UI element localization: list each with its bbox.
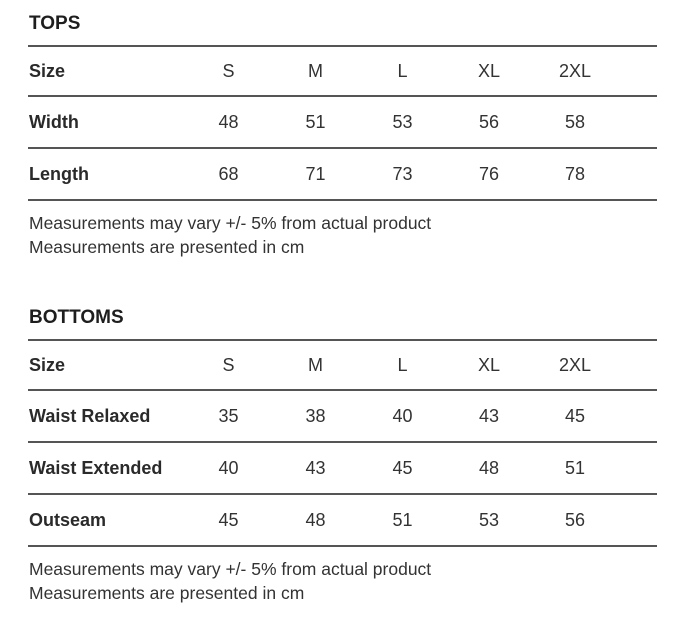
table-cell: 51 xyxy=(272,95,359,148)
note-tolerance: Measurements may vary +/- 5% from actual… xyxy=(29,213,432,233)
header-cell-m: M xyxy=(272,45,359,96)
table-cell: 73 xyxy=(359,147,446,201)
row-label: Waist Relaxed xyxy=(28,389,185,442)
bottoms-size-table: Size S M L XL 2XL Waist Relaxed 35 38 40… xyxy=(28,339,657,547)
tops-size-table: Size S M L XL 2XL Width 48 51 53 56 58 L… xyxy=(28,45,657,201)
table-cell: 43 xyxy=(446,389,532,442)
note-units: Measurements are presented in cm xyxy=(29,237,305,257)
tops-title: TOPS xyxy=(29,13,81,34)
table-cell: 71 xyxy=(272,147,359,201)
table-cell: 45 xyxy=(359,441,446,494)
table-cell: 45 xyxy=(185,493,272,547)
header-cell-xl: XL xyxy=(446,339,532,390)
spacer-cell xyxy=(618,493,657,547)
table-cell: 53 xyxy=(359,95,446,148)
tops-section: TOPS Size S M L XL 2XL Width 48 51 53 56… xyxy=(28,12,657,259)
header-cell-2xl: 2XL xyxy=(532,339,618,390)
table-cell: 35 xyxy=(185,389,272,442)
spacer-cell xyxy=(618,147,657,201)
table-cell: 53 xyxy=(446,493,532,547)
row-label: Outseam xyxy=(28,493,185,547)
table-cell: 48 xyxy=(185,95,272,148)
table-cell: 51 xyxy=(359,493,446,547)
spacer-cell xyxy=(618,389,657,442)
header-cell-xl: XL xyxy=(446,45,532,96)
header-cell-s: S xyxy=(185,339,272,390)
table-row: Waist Relaxed 35 38 40 43 45 xyxy=(28,389,657,442)
table-row: Outseam 45 48 51 53 56 xyxy=(28,493,657,547)
spacer-cell xyxy=(618,45,657,96)
table-cell: 76 xyxy=(446,147,532,201)
table-cell: 56 xyxy=(446,95,532,148)
row-label: Length xyxy=(28,147,185,201)
table-cell: 56 xyxy=(532,493,618,547)
header-cell-m: M xyxy=(272,339,359,390)
bottoms-title: BOTTOMS xyxy=(29,307,124,328)
table-header-row: Size S M L XL 2XL xyxy=(28,339,657,390)
table-cell: 40 xyxy=(359,389,446,442)
header-cell-l: L xyxy=(359,339,446,390)
spacer-cell xyxy=(618,441,657,494)
table-cell: 78 xyxy=(532,147,618,201)
note-tolerance: Measurements may vary +/- 5% from actual… xyxy=(29,559,432,579)
bottoms-notes: Measurements may vary +/- 5% from actual… xyxy=(28,557,657,605)
header-cell-2xl: 2XL xyxy=(532,45,618,96)
header-cell-size: Size xyxy=(28,45,185,96)
table-header-row: Size S M L XL 2XL xyxy=(28,45,657,96)
table-cell: 38 xyxy=(272,389,359,442)
note-units: Measurements are presented in cm xyxy=(29,583,305,603)
table-cell: 48 xyxy=(446,441,532,494)
table-row: Width 48 51 53 56 58 xyxy=(28,95,657,148)
spacer-cell xyxy=(618,339,657,390)
table-cell: 51 xyxy=(532,441,618,494)
table-cell: 45 xyxy=(532,389,618,442)
bottoms-section: BOTTOMS Size S M L XL 2XL Waist Relaxed … xyxy=(28,306,657,605)
table-row: Length 68 71 73 76 78 xyxy=(28,147,657,201)
header-cell-l: L xyxy=(359,45,446,96)
table-row: Waist Extended 40 43 45 48 51 xyxy=(28,441,657,494)
header-cell-s: S xyxy=(185,45,272,96)
table-cell: 48 xyxy=(272,493,359,547)
header-cell-size: Size xyxy=(28,339,185,390)
table-cell: 58 xyxy=(532,95,618,148)
spacer-cell xyxy=(618,95,657,148)
table-cell: 40 xyxy=(185,441,272,494)
row-label: Width xyxy=(28,95,185,148)
table-cell: 68 xyxy=(185,147,272,201)
table-cell: 43 xyxy=(272,441,359,494)
row-label: Waist Extended xyxy=(28,441,185,494)
tops-notes: Measurements may vary +/- 5% from actual… xyxy=(28,211,657,259)
